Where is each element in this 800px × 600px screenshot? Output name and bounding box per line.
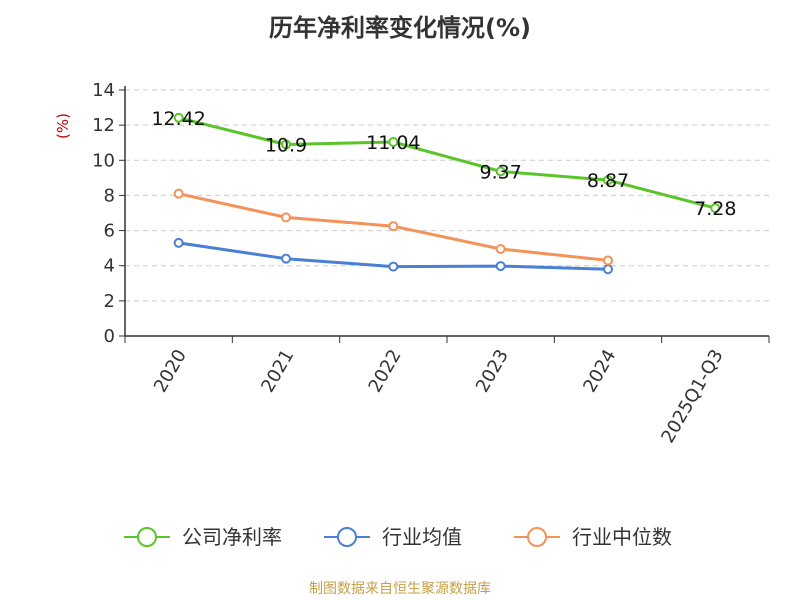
data-label: 11.04 (366, 132, 420, 154)
data-source-note: 制图数据来自恒生聚源数据库 (309, 581, 491, 597)
data-point (281, 139, 291, 150)
data-point (173, 188, 184, 199)
data-point (495, 244, 506, 255)
data-point (710, 203, 721, 214)
data-point (281, 253, 291, 264)
data-point (603, 255, 613, 266)
y-tick-label: 8 (104, 185, 115, 206)
y-tick-label: 4 (104, 256, 115, 277)
axes (119, 86, 770, 343)
legend-label[interactable]: 行业中位数 (572, 525, 672, 549)
legend-marker (137, 527, 157, 547)
data-point (388, 221, 399, 232)
x-tick-label: 2022 (365, 346, 406, 396)
y-tick-label: 12 (92, 115, 115, 136)
y-tick-label: 10 (92, 150, 115, 171)
data-label: 9.37 (480, 161, 522, 183)
x-tick-label: 2023 (472, 346, 513, 396)
y-tick-label: 0 (104, 326, 115, 347)
y-tick-label: 6 (104, 221, 115, 242)
x-tick-label: 2024 (579, 346, 620, 396)
data-point (495, 261, 506, 272)
x-tick-label: 2021 (257, 346, 298, 396)
x-tick-labels: 2020 2021 2022 2023 2024 2025Q1-Q3 (150, 346, 728, 447)
data-label: 12.42 (151, 108, 205, 130)
y-axis-label: (%) (54, 113, 72, 139)
data-point (495, 166, 506, 177)
data-point (603, 175, 613, 186)
data-label: 7.28 (694, 198, 736, 220)
y-tick-label: 14 (92, 80, 115, 101)
data-point (281, 212, 291, 223)
series-line (178, 116, 716, 210)
legend-marker (337, 527, 357, 547)
legend-label[interactable]: 行业均值 (382, 525, 462, 549)
data-labels: 12.42 10.9 11.04 9.37 8.87 7.28 (151, 108, 736, 220)
y-tick-labels: 0 2 4 6 8 10 12 14 (92, 80, 115, 347)
legend: 公司净利率 行业均值 行业中位数 (124, 525, 672, 549)
data-point (603, 264, 613, 275)
chart-title: 历年净利率变化情况(%) (269, 14, 531, 42)
x-tick-label: 2025Q1-Q3 (657, 346, 727, 447)
y-tick-label: 2 (104, 291, 115, 312)
series-lines (173, 112, 721, 275)
data-label: 8.87 (587, 170, 629, 192)
data-label: 10.9 (265, 134, 307, 156)
data-point (388, 261, 399, 272)
legend-label[interactable]: 公司净利率 (182, 525, 282, 549)
data-point (388, 137, 399, 148)
legend-marker (527, 527, 547, 547)
data-point (173, 237, 184, 248)
data-point (173, 112, 184, 123)
x-tick-label: 2020 (150, 346, 191, 396)
